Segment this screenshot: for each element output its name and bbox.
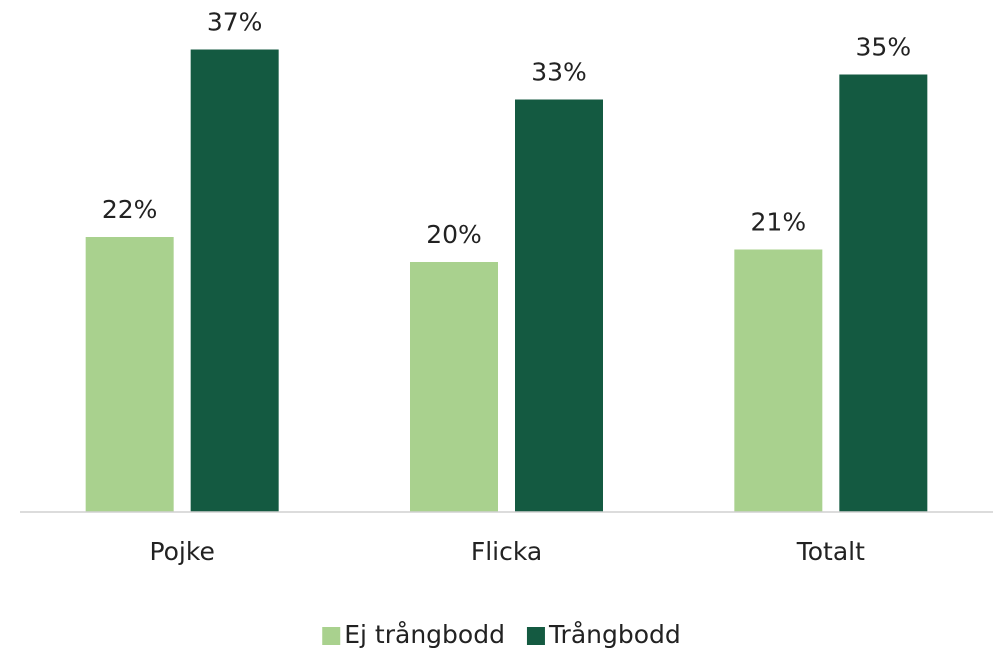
value-label: 37%: [207, 8, 263, 37]
bar: [515, 99, 603, 512]
bar: [410, 262, 498, 512]
legend-label: Trångbodd: [548, 620, 681, 649]
legend-swatch: [526, 627, 545, 645]
value-label: 35%: [856, 33, 912, 62]
x-tick-label: Totalt: [796, 537, 865, 566]
bar: [85, 237, 174, 512]
legend-label: Ej trångbodd: [344, 620, 505, 649]
x-tick-label: Pojke: [149, 537, 214, 566]
x-tick-label: Flicka: [471, 537, 542, 566]
value-label: 21%: [751, 208, 807, 237]
bar: [839, 74, 928, 512]
value-label: 33%: [531, 58, 587, 87]
value-label: 20%: [426, 220, 482, 249]
value-label: 22%: [102, 195, 158, 224]
legend-swatch: [322, 627, 341, 645]
bar: [190, 49, 279, 512]
bar: [734, 249, 823, 512]
